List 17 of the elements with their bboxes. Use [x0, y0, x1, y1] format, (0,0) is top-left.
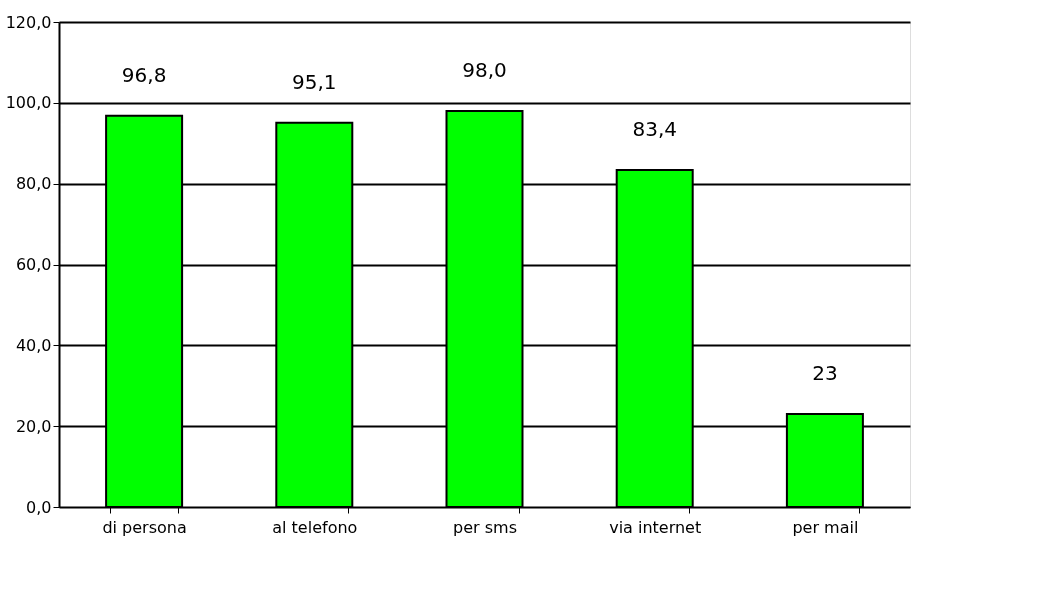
- y-tick-label: 40,0: [15, 335, 52, 355]
- x-tick-label: di persona: [102, 517, 187, 537]
- data-label: 95,1: [292, 69, 337, 94]
- y-tick-label: 0,0: [26, 497, 52, 517]
- data-label: 96,8: [121, 62, 167, 87]
- y-tick-label: 100,0: [5, 93, 52, 113]
- y-tick-label: 60,0: [15, 255, 52, 274]
- data-label: 23: [812, 361, 838, 386]
- data-label: 83,4: [632, 116, 677, 141]
- y-tick-label: 80,0: [15, 174, 52, 194]
- y-tick-label: 120,0: [5, 12, 52, 32]
- data-label: 98,0: [462, 57, 507, 82]
- x-tick-label: al telefono: [272, 517, 358, 537]
- x-tick-label: per mail: [792, 517, 859, 537]
- x-tick-label: per sms: [453, 517, 517, 537]
- y-tick-label: 20,0: [15, 416, 52, 436]
- x-tick-label: via internet: [609, 517, 702, 537]
